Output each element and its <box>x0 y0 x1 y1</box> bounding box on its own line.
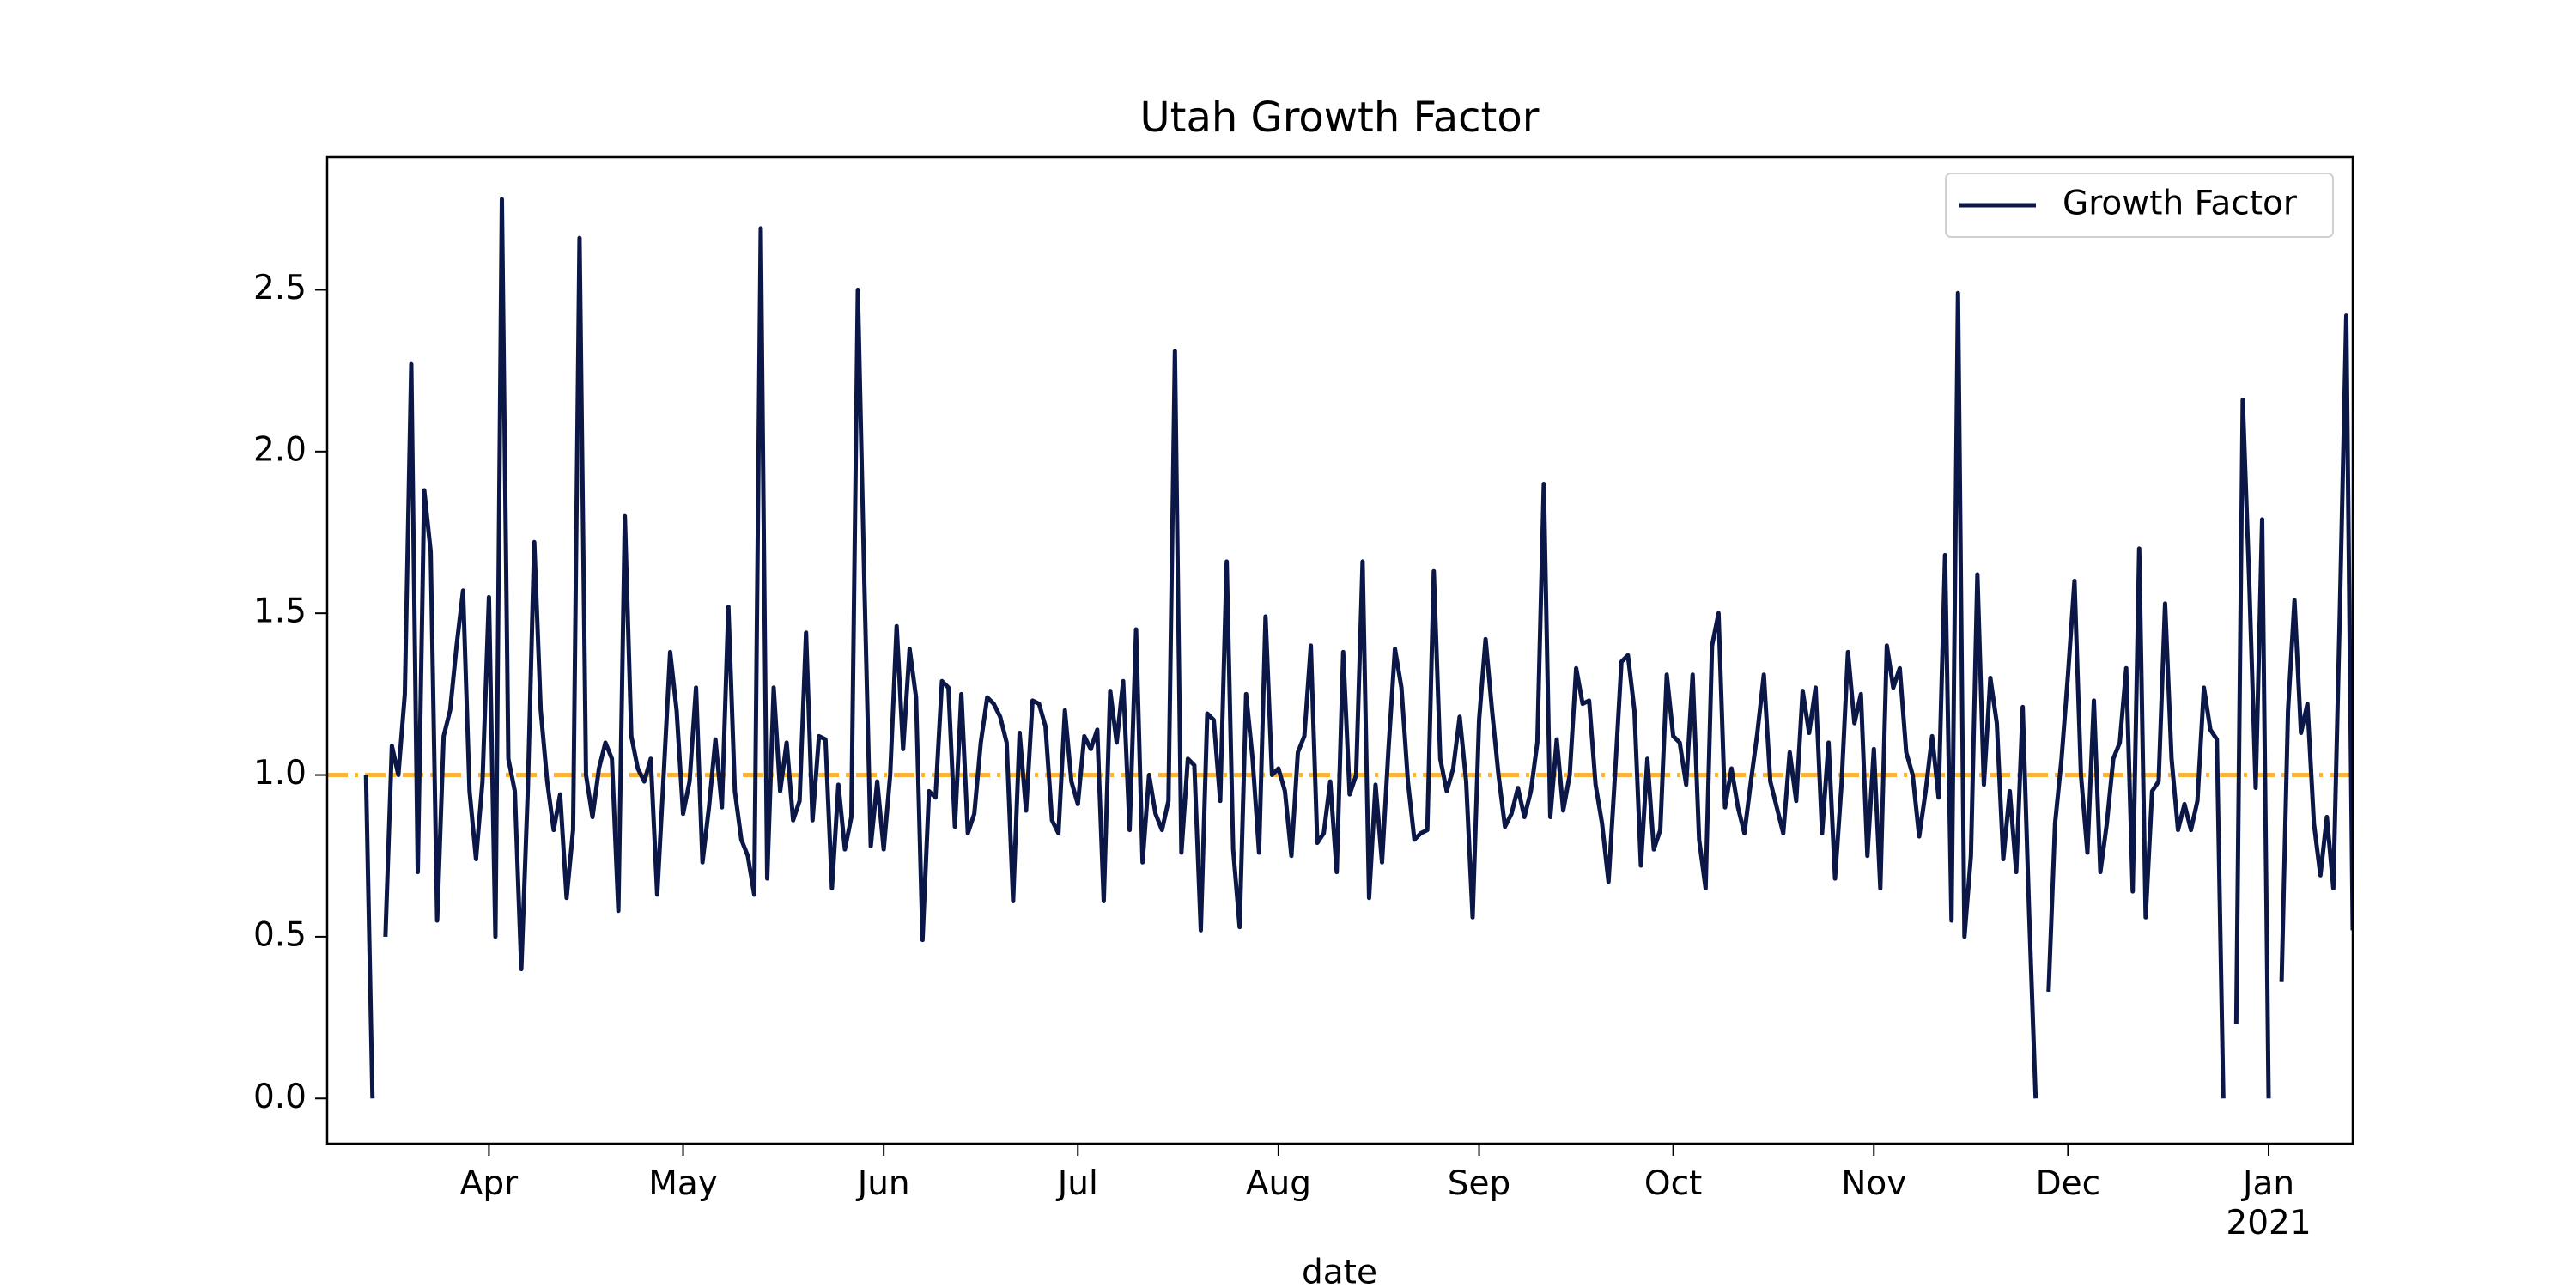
data-line <box>363 197 2353 1099</box>
y-tick-label: 0.5 <box>253 915 307 954</box>
x-tick-label: Apr <box>459 1164 519 1203</box>
y-tick-label: 2.0 <box>253 430 307 469</box>
x-tick-label: Dec <box>2035 1164 2101 1203</box>
x-tick-label: May <box>648 1164 718 1203</box>
x-tick-label: Nov <box>1841 1164 1907 1203</box>
x-tick-label: Sep <box>1447 1164 1511 1203</box>
y-tick-label: 0.0 <box>253 1078 307 1116</box>
chart-title: Utah Growth Factor <box>1140 94 1540 142</box>
legend-box <box>1945 173 2334 238</box>
x-tick-label: Aug <box>1245 1164 1311 1203</box>
legend-label: Growth Factor <box>2063 185 2298 223</box>
plot-frame <box>325 155 2354 1145</box>
x-tick-label: Oct <box>1643 1164 1703 1203</box>
y-tick-label: 1.0 <box>253 754 307 793</box>
x-tick-label: Jul <box>1057 1164 1098 1203</box>
x-axis-label: date <box>1302 1254 1377 1288</box>
x-tick-label: Jan 2021 <box>2226 1164 2312 1242</box>
x-tick-label: Jun <box>857 1164 910 1203</box>
y-tick-label: 2.5 <box>253 269 307 307</box>
y-tick-label: 1.5 <box>253 592 307 631</box>
